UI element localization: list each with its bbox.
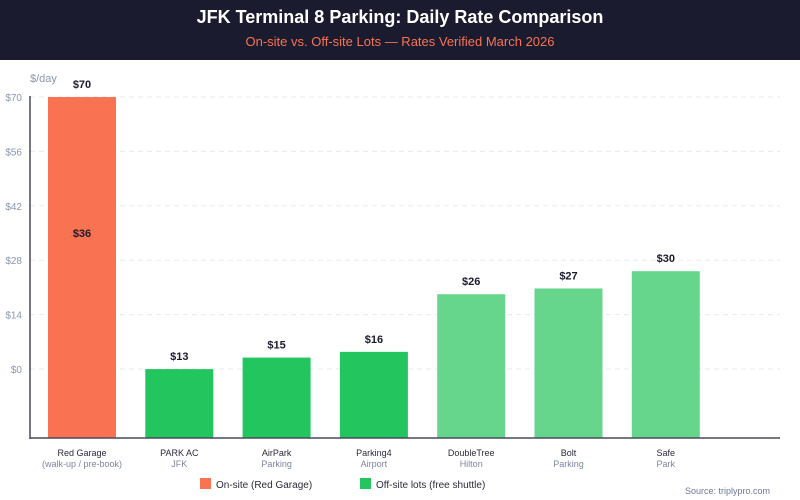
bar: [339, 351, 408, 438]
bar: [242, 357, 311, 438]
y-tick-label: $56: [5, 147, 22, 158]
bar: [145, 369, 214, 438]
bar-value-label: $70: [73, 79, 91, 91]
source-note: Source: triplypro.com: [684, 486, 770, 496]
x-tick-sublabel: Park: [657, 459, 676, 469]
y-tick-label: $70: [5, 93, 22, 104]
legend-label: On-site (Red Garage): [216, 480, 312, 491]
bar-value-label: $27: [559, 270, 577, 282]
y-tick-label: $14: [5, 311, 22, 322]
bar: [631, 271, 700, 438]
x-tick-label: Safe: [657, 448, 676, 458]
y-tick-label: $42: [5, 202, 22, 213]
x-tick-sublabel: JFK: [171, 459, 187, 469]
chart-title: JFK Terminal 8 Parking: Daily Rate Compa…: [196, 7, 604, 27]
x-tick-label: Red Garage: [57, 448, 106, 458]
x-tick-label: PARK AC: [160, 448, 199, 458]
x-tick-sublabel: Hilton: [460, 459, 483, 469]
legend-swatch: [200, 478, 211, 489]
x-tick-label: Parking4: [356, 448, 392, 458]
x-tick-label: DoubleTree: [448, 448, 495, 458]
y-tick-label: $28: [5, 256, 22, 267]
bar: [48, 97, 116, 438]
bar-value-label: $15: [267, 340, 285, 352]
y-tick-label: $0: [11, 365, 23, 376]
bar-secondary-label: $36: [73, 228, 91, 240]
x-tick-sublabel: (walk-up / pre-book): [42, 459, 122, 469]
legend-swatch: [360, 478, 371, 489]
bar-value-label: $13: [170, 351, 188, 363]
bar: [437, 294, 506, 438]
chart-header: JFK Terminal 8 Parking: Daily Rate Compa…: [0, 0, 800, 60]
chart-subtitle: On-site vs. Off-site Lots — Rates Verifi…: [245, 34, 555, 49]
x-tick-sublabel: Parking: [553, 459, 584, 469]
x-tick-sublabel: Airport: [361, 459, 388, 469]
legend-label: Off-site lots (free shuttle): [376, 480, 485, 491]
bar-value-label: $30: [657, 253, 675, 265]
bar: [534, 288, 603, 438]
bar-value-label: $26: [462, 276, 480, 288]
x-tick-label: Bolt: [561, 448, 577, 458]
y-axis-label: $/day: [30, 73, 57, 85]
bar-value-label: $16: [365, 334, 383, 346]
x-tick-sublabel: Parking: [261, 459, 292, 469]
x-tick-label: AirPark: [262, 448, 292, 458]
